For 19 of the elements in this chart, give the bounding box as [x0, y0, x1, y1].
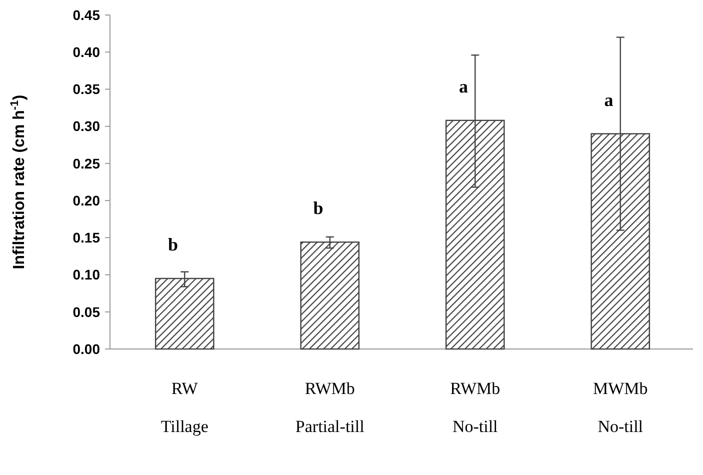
y-tick-label: 0.25: [72, 155, 100, 172]
bar: [300, 242, 360, 350]
x-tick-label: RWMb No-till: [450, 379, 500, 436]
annotation: a: [459, 76, 468, 96]
x-tick-label: MWMb No-till: [592, 379, 648, 436]
y-tick-label: 0.10: [72, 266, 100, 283]
y-tick-label: 0.00: [72, 340, 100, 357]
y-tick-label: 0.15: [72, 230, 100, 246]
x-tick-label: RWMb Partial-till: [295, 379, 365, 436]
y-tick-label: 0.45: [72, 6, 100, 23]
y-tick-label: 0.40: [72, 44, 100, 60]
y-tick-label: 0.35: [72, 81, 100, 98]
annotation: a: [604, 90, 614, 110]
y-tick-label: 0.20: [72, 192, 100, 208]
y-tick-label: 0.30: [72, 118, 100, 134]
annotation: b: [313, 198, 324, 218]
annotation: b: [168, 234, 178, 254]
x-tick-label: RW Tillage: [160, 379, 208, 436]
y-tick-label: 0.05: [72, 304, 100, 320]
